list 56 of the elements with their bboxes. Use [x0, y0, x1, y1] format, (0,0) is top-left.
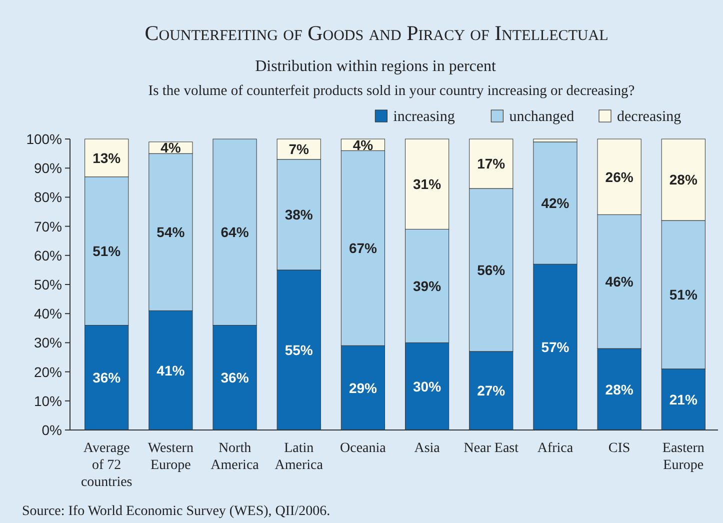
x-tick-label: Latin America	[274, 441, 324, 473]
data-label: 41%	[156, 362, 186, 378]
x-tick-label: Oceania	[340, 441, 387, 456]
y-tick-label: 100%	[26, 131, 62, 147]
data-label: 4%	[352, 136, 374, 153]
x-tick-label: Average of 72 countries	[80, 441, 132, 490]
data-label: 36%	[220, 370, 250, 386]
data-label: 17%	[477, 156, 506, 172]
y-tick-label: 40%	[34, 306, 62, 322]
y-tick-label: 0%	[42, 422, 62, 438]
data-label: 64%	[220, 224, 250, 240]
data-label: 42%	[541, 195, 570, 212]
data-label: 46%	[605, 274, 634, 290]
y-tick-label: 50%	[34, 276, 62, 292]
data-label: 21%	[669, 391, 698, 408]
data-label: 56%	[477, 262, 506, 278]
y-tick-label: 20%	[34, 364, 62, 380]
x-tick-label: North America	[210, 441, 260, 473]
data-label: 31%	[413, 176, 442, 192]
legend-label: unchanged	[509, 109, 575, 125]
x-tick-label: Asia	[414, 441, 441, 456]
data-label: 28%	[605, 381, 634, 398]
data-label: 38%	[284, 206, 314, 223]
y-tick-label: 30%	[34, 334, 62, 351]
data-label: 36%	[92, 370, 122, 386]
data-label: 67%	[348, 240, 378, 256]
data-label: 28%	[669, 172, 698, 188]
x-tick-label: Africa	[537, 441, 574, 456]
data-label: 57%	[541, 339, 570, 356]
data-label: 7%	[288, 141, 310, 158]
data-label: 26%	[605, 168, 634, 185]
x-tick-label: Near East	[464, 441, 519, 456]
data-label: 27%	[477, 382, 506, 399]
chart-subtitle: Distribution within regions in percent	[255, 58, 496, 75]
data-label: 13%	[92, 150, 122, 166]
data-label: 51%	[92, 243, 122, 260]
chart-title: Counterfeiting of Goods and Piracy of Intellectual	[144, 21, 608, 45]
source-note: Source: Ifo World Economic Survey (WES), QII/2006.	[22, 504, 330, 519]
x-tick-label: Western Europe	[148, 441, 194, 473]
data-label: 4%	[160, 140, 182, 156]
legend-label: decreasing	[617, 109, 682, 125]
data-label: 39%	[413, 278, 442, 294]
legend-label: increasing	[393, 109, 456, 125]
data-label: 54%	[156, 224, 186, 240]
y-tick-label: 70%	[34, 218, 62, 234]
y-tick-label: 90%	[34, 160, 62, 176]
data-label: 55%	[284, 342, 314, 358]
y-axis-title: Is the volume of counterfeit products sold in your country increasing or decreasing?	[148, 83, 635, 99]
data-label: 51%	[669, 286, 698, 303]
y-tick-label: 80%	[34, 189, 62, 206]
data-label: 30%	[413, 378, 442, 394]
y-tick-label: 10%	[34, 392, 62, 409]
x-tick-label: CIS	[608, 441, 630, 456]
data-label: 29%	[348, 380, 378, 396]
y-tick-label: 60%	[34, 247, 62, 264]
x-tick-label: Eastern Europe	[662, 441, 704, 473]
